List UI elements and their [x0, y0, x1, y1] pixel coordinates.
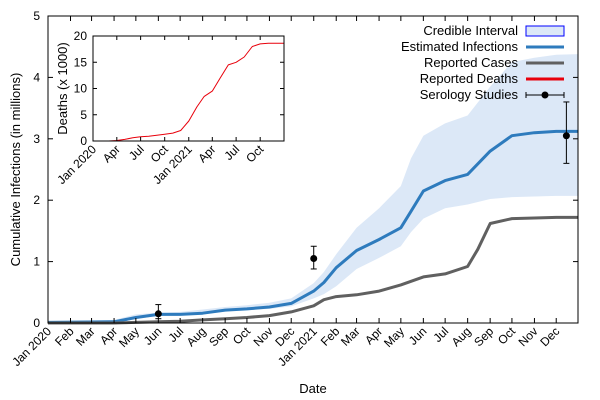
x-tick-label: May: [116, 324, 142, 350]
inset-y-tick-label: 10: [74, 82, 88, 96]
main-plot-frame: [47, 15, 579, 324]
serology-marker: [154, 310, 162, 318]
inset-y-tick-label: 0: [80, 134, 87, 148]
x-tick-label: May: [381, 324, 407, 350]
x-tick-label: Aug: [184, 324, 209, 349]
serology-marker: [310, 255, 318, 263]
serology-layer: [154, 101, 570, 320]
inset-y-tick-label: 20: [74, 29, 88, 43]
inset-x-tick-label: Jul: [221, 142, 242, 163]
serology-point-0: [154, 304, 162, 320]
x-tick-label: Mar: [73, 324, 98, 349]
y-tick-label: 5: [33, 9, 40, 23]
inset-y-axis-label: Deaths (x 1000): [55, 42, 70, 135]
legend-label: Estimated Infections: [401, 39, 519, 54]
legend-label: Reported Cases: [424, 55, 518, 70]
y-tick-label: 0: [33, 316, 40, 330]
x-tick-label: Nov: [516, 324, 541, 349]
series-line-0: [47, 129, 578, 324]
x-tick-label: Aug: [449, 324, 474, 349]
x-tick-label: Mar: [338, 324, 363, 349]
serology-marker: [562, 132, 570, 140]
x-tick-label: Oct: [230, 324, 254, 348]
x-tick-label: Jul: [166, 324, 187, 345]
y-tick-label: 4: [33, 70, 40, 84]
legend-item-1: Estimated Infections: [401, 39, 564, 54]
x-axis-label: Date: [299, 381, 326, 396]
y-axis-label: Cumulative Infections (in millions): [8, 73, 23, 267]
inset-series-line-0: [93, 42, 284, 142]
legend-swatch-marker: [541, 91, 549, 99]
inset-x-tick-label: Jul: [126, 142, 147, 163]
credible-interval-layer: [48, 54, 578, 323]
credible-interval-band: [48, 54, 578, 323]
inset-x-tick-label: Oct: [243, 142, 267, 166]
legend-label: Credible Interval: [423, 23, 518, 38]
inset-y-axis-ticks: 0 5 10 15 20: [74, 29, 284, 148]
inset-y-tick-label: 5: [80, 108, 87, 122]
series-line-1: [48, 215, 578, 325]
x-tick-label: Feb: [318, 324, 343, 349]
y-tick-label: 2: [33, 193, 40, 207]
inset-x-tick-label: Apr: [195, 142, 218, 165]
inset-y-tick-label: 15: [74, 55, 88, 69]
x-tick-label: Jul: [431, 324, 452, 345]
x-tick-label: Jan 2020: [9, 324, 54, 369]
legend-item-4: Serology Studies: [420, 87, 565, 102]
legend-label: Reported Deaths: [420, 71, 519, 86]
x-tick-label: Sep: [471, 324, 496, 349]
inset-x-tick-label: Apr: [100, 142, 123, 165]
serology-point-1: [310, 245, 318, 270]
x-tick-label: Sep: [206, 324, 231, 349]
y-tick-label: 3: [33, 132, 40, 146]
x-tick-label: Oct: [495, 324, 519, 348]
x-tick-label: Jun: [406, 324, 430, 348]
legend-item-3: Reported Deaths: [420, 71, 564, 86]
x-tick-label: Nov: [251, 324, 276, 349]
inset-series-layer: [93, 42, 284, 142]
y-axis-ticks: 0 1 2 3 4 5: [33, 9, 578, 330]
x-tick-label: Dec: [537, 324, 562, 349]
legend-label: Serology Studies: [420, 87, 519, 102]
legend-item-2: Reported Cases: [424, 55, 564, 70]
y-tick-label: 1: [33, 255, 40, 269]
x-tick-label: Jun: [141, 324, 165, 348]
inset-x-tick-label: Jan 2020: [54, 142, 99, 187]
x-tick-label: Apr: [97, 324, 120, 347]
x-tick-label: Feb: [52, 324, 77, 349]
inset-background: [93, 36, 284, 141]
serology-point-2: [562, 101, 570, 164]
legend-swatch-box: [525, 25, 565, 37]
legend-item-0: Credible Interval: [423, 23, 565, 38]
x-tick-label: Apr: [362, 324, 385, 347]
